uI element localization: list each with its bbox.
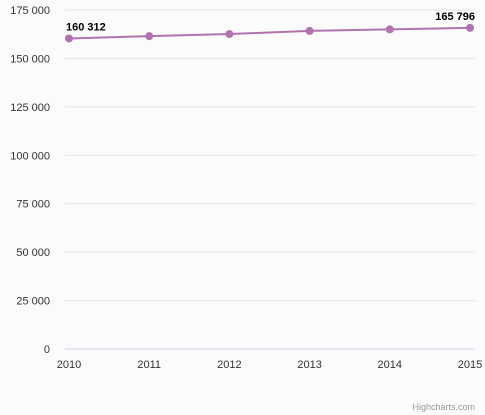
data-point[interactable] bbox=[145, 32, 154, 41]
y-axis: 0 25 000 50 000 75 000 100 000 125 000 150 000… bbox=[10, 5, 50, 356]
y-tick-label: 75 000 bbox=[16, 199, 50, 211]
y-tick-label: 25 000 bbox=[16, 296, 50, 308]
data-point[interactable] bbox=[385, 25, 394, 34]
credits-link[interactable]: Highcharts.com bbox=[412, 402, 475, 412]
y-tick-label: 0 bbox=[44, 344, 50, 356]
x-axis: 2010 2011 2012 2013 2014 2015 bbox=[57, 348, 482, 371]
y-tick-label: 125 000 bbox=[10, 102, 50, 114]
x-tick-label: 2012 bbox=[217, 359, 241, 371]
series-group bbox=[65, 23, 474, 43]
grid-lines bbox=[65, 9, 475, 302]
x-tick-label: 2011 bbox=[137, 359, 161, 371]
data-label: 165 796 bbox=[435, 11, 475, 23]
x-tick-label: 2010 bbox=[57, 359, 81, 371]
x-tick-label: 2015 bbox=[458, 359, 482, 371]
data-point[interactable] bbox=[305, 26, 314, 35]
data-point[interactable] bbox=[65, 34, 73, 43]
x-tick-label: 2014 bbox=[378, 359, 402, 371]
data-labels: 160 312 165 796 bbox=[66, 11, 475, 34]
y-tick-label: 50 000 bbox=[16, 247, 50, 259]
y-tick-label: 100 000 bbox=[10, 150, 50, 162]
data-point[interactable] bbox=[225, 30, 234, 39]
y-tick-label: 175 000 bbox=[10, 5, 50, 17]
y-tick-label: 150 000 bbox=[10, 53, 50, 65]
x-tick-label: 2013 bbox=[297, 359, 321, 371]
series-line bbox=[68, 26, 471, 40]
data-label: 160 312 bbox=[66, 21, 106, 33]
data-point[interactable] bbox=[466, 23, 474, 32]
